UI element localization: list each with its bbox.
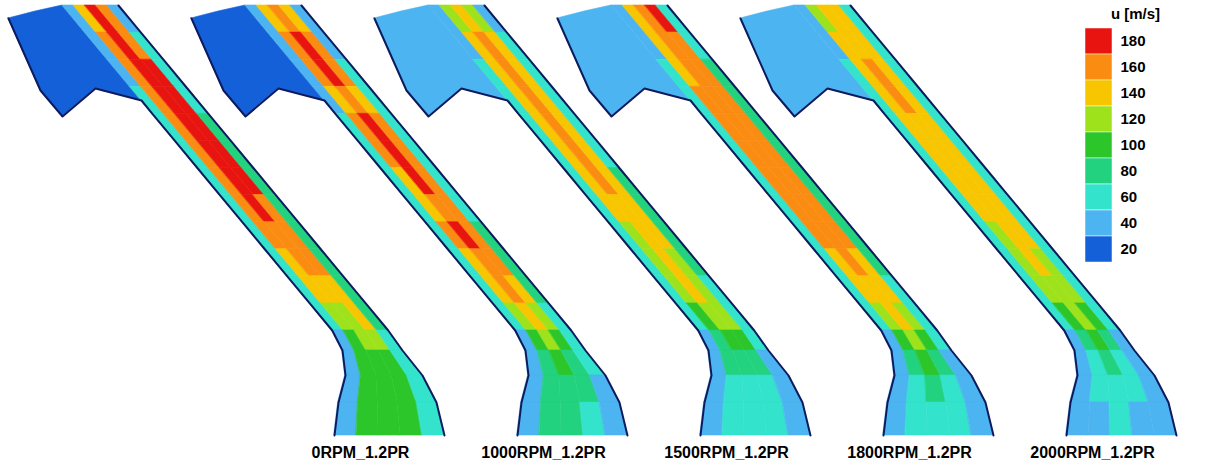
svg-text:u [m/s]: u [m/s] [1111,5,1160,22]
svg-text:120: 120 [1121,110,1146,127]
svg-text:1800RPM_1.2PR: 1800RPM_1.2PR [847,444,972,461]
svg-text:180: 180 [1121,32,1146,49]
svg-text:80: 80 [1121,162,1138,179]
svg-text:140: 140 [1121,84,1146,101]
svg-text:60: 60 [1121,188,1138,205]
svg-text:100: 100 [1121,136,1146,153]
svg-text:20: 20 [1121,240,1138,257]
svg-text:160: 160 [1121,58,1146,75]
svg-text:0RPM_1.2PR: 0RPM_1.2PR [312,444,410,461]
svg-text:2000RPM_1.2PR: 2000RPM_1.2PR [1030,444,1155,461]
svg-text:1000RPM_1.2PR: 1000RPM_1.2PR [481,444,606,461]
svg-text:1500RPM_1.2PR: 1500RPM_1.2PR [664,444,789,461]
svg-text:40: 40 [1121,214,1138,231]
